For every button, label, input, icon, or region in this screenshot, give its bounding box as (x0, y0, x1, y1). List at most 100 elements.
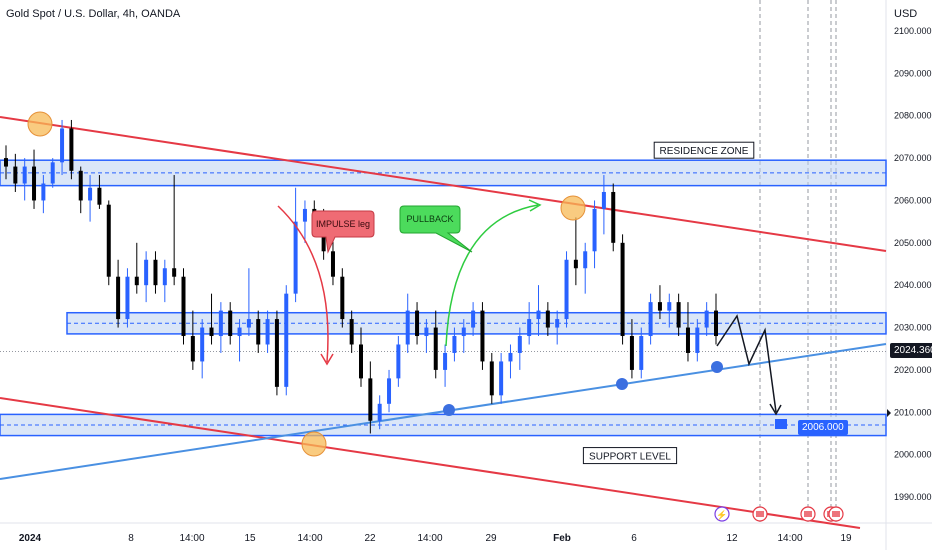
candle-body[interactable] (592, 208, 597, 252)
candle-body[interactable] (153, 259, 158, 286)
candle-body[interactable] (685, 327, 690, 353)
candle-body[interactable] (471, 310, 476, 328)
candle-body[interactable] (639, 336, 644, 370)
scroll-right-icon[interactable] (887, 409, 891, 417)
swing-marker-orange (27, 111, 53, 137)
candle-body[interactable] (377, 403, 382, 421)
ascending-trendline[interactable] (0, 343, 887, 480)
candle-body[interactable] (433, 327, 438, 370)
candle-body[interactable] (415, 310, 420, 337)
candle-body[interactable] (564, 259, 569, 320)
candle-body[interactable] (667, 302, 672, 311)
candle-body[interactable] (13, 166, 18, 184)
candle-body[interactable] (536, 310, 541, 320)
candle-body[interactable] (349, 319, 354, 345)
candle-body[interactable] (714, 310, 718, 337)
candle-body[interactable] (443, 352, 448, 370)
candle-body[interactable] (60, 128, 65, 163)
candle-body[interactable] (545, 310, 550, 328)
candle-body[interactable] (452, 336, 457, 353)
candle-body[interactable] (200, 327, 205, 362)
candle-body[interactable] (237, 327, 242, 337)
candle-body[interactable] (302, 208, 307, 222)
candle-body[interactable] (657, 302, 662, 311)
candle-body[interactable] (172, 268, 177, 277)
candle-body[interactable] (190, 336, 195, 362)
candle-body[interactable] (134, 276, 139, 286)
candle-body[interactable] (583, 251, 588, 269)
candle-body[interactable] (162, 268, 167, 286)
candle-body[interactable] (265, 319, 270, 345)
candle-body[interactable] (704, 310, 709, 328)
candle-body[interactable] (611, 191, 616, 243)
y-tick-label: 2070.000 (894, 153, 932, 163)
x-tick-label: 14:00 (297, 533, 322, 544)
candle-body[interactable] (508, 352, 513, 362)
candle-body[interactable] (256, 319, 261, 345)
candle-body[interactable] (88, 187, 93, 201)
candle-body[interactable] (116, 276, 121, 320)
candle-body[interactable] (125, 276, 130, 320)
channel-upper-line[interactable] (0, 116, 887, 252)
candle-body[interactable] (499, 361, 504, 396)
swing-marker-orange (560, 195, 586, 221)
symbol-title[interactable]: Gold Spot / U.S. Dollar, 4h, OANDA (6, 8, 181, 20)
target-flag (775, 419, 787, 429)
candle-body[interactable] (22, 166, 27, 184)
x-tick-label: 29 (485, 533, 497, 544)
candle-body[interactable] (396, 344, 401, 379)
candle-body[interactable] (181, 276, 186, 337)
candle-body[interactable] (228, 310, 233, 337)
currency-label[interactable]: USD (894, 8, 918, 20)
candle-body[interactable] (50, 162, 55, 184)
candle-body[interactable] (676, 302, 681, 328)
candle-body[interactable] (41, 183, 46, 201)
candle-body[interactable] (601, 191, 606, 209)
candle-body[interactable] (246, 319, 251, 328)
channel-lower-line[interactable] (0, 397, 861, 529)
candle-body[interactable] (97, 187, 102, 205)
candle-body[interactable] (293, 221, 298, 294)
candle-body[interactable] (218, 310, 223, 337)
candle-body[interactable] (620, 242, 625, 337)
y-tick-label: 2010.000 (894, 407, 932, 417)
candle-body[interactable] (368, 378, 373, 421)
candle-body[interactable] (573, 259, 578, 269)
candle-body[interactable] (340, 276, 345, 320)
event-icon-lightning[interactable] (714, 506, 730, 522)
candle-body[interactable] (4, 158, 8, 167)
candle-body[interactable] (489, 361, 494, 396)
candle-body[interactable] (32, 166, 37, 201)
y-tick-label: 2020.000 (894, 365, 932, 375)
candle-body[interactable] (424, 327, 429, 337)
candle-body[interactable] (648, 302, 653, 337)
candle-body[interactable] (387, 378, 392, 404)
y-tick-label: 2000.000 (894, 450, 932, 460)
candle-body[interactable] (480, 310, 485, 362)
candle-body[interactable] (69, 128, 74, 171)
candle-body[interactable] (106, 204, 111, 277)
support-zone-label: SUPPORT LEVEL (589, 452, 671, 463)
candle-body[interactable] (284, 293, 289, 387)
x-tick-label: 22 (364, 533, 376, 544)
candle-body[interactable] (695, 327, 700, 353)
candle-body[interactable] (330, 251, 335, 277)
impulse-arrowhead (320, 353, 334, 366)
candle-body[interactable] (629, 336, 634, 370)
us-flag-icon (832, 511, 840, 517)
projection-arrowhead (769, 403, 782, 416)
candle-body[interactable] (78, 170, 83, 201)
candle-body[interactable] (527, 319, 532, 337)
candle-body[interactable] (461, 327, 466, 337)
candle-body[interactable] (274, 319, 279, 387)
swing-marker-orange (301, 431, 327, 457)
candle-body[interactable] (555, 319, 560, 328)
candle-body[interactable] (144, 259, 149, 286)
candle-body[interactable] (405, 310, 410, 345)
candle-body[interactable] (209, 327, 214, 337)
candle-body[interactable] (359, 344, 363, 379)
y-tick-label: 1990.000 (894, 492, 932, 502)
candle-body[interactable] (517, 336, 522, 353)
